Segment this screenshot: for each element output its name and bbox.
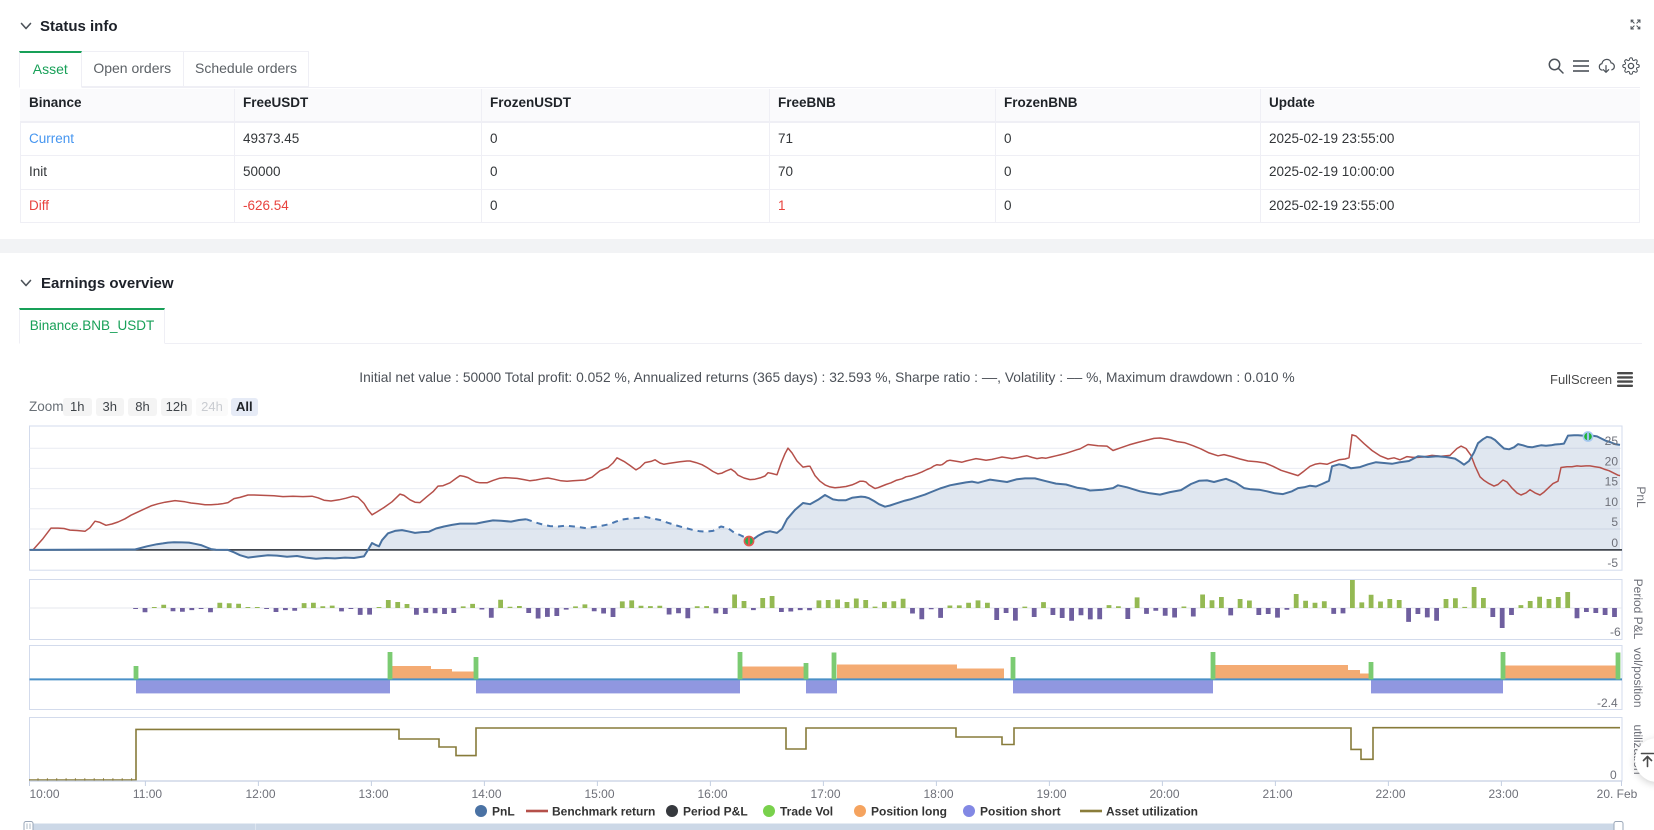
- svg-text:23:00: 23:00: [1488, 787, 1518, 801]
- svg-text:19:00: 19:00: [1036, 787, 1066, 801]
- svg-text:0: 0: [1611, 536, 1618, 550]
- svg-text:14:00: 14:00: [471, 787, 501, 801]
- svg-text:Period P&L: Period P&L: [1631, 579, 1645, 640]
- svg-text:20:00: 20:00: [1149, 787, 1179, 801]
- svg-text:PnL: PnL: [492, 805, 515, 819]
- svg-text:20: 20: [1605, 454, 1619, 468]
- svg-text:Benchmark return: Benchmark return: [552, 805, 655, 819]
- svg-text:12:00: 12:00: [245, 787, 275, 801]
- svg-text:Position long: Position long: [871, 805, 947, 819]
- svg-text:15: 15: [1605, 475, 1619, 489]
- svg-text:PnL: PnL: [1634, 486, 1648, 508]
- svg-text:Position short: Position short: [980, 805, 1061, 819]
- svg-text:-6: -6: [1610, 625, 1621, 639]
- svg-text:20. Feb: 20. Feb: [1597, 787, 1638, 801]
- svg-text:15:00: 15:00: [584, 787, 614, 801]
- svg-text:Asset utilization: Asset utilization: [1106, 805, 1198, 819]
- svg-text:vol/position: vol/position: [1631, 647, 1645, 707]
- svg-text:-5: -5: [1607, 556, 1618, 570]
- svg-text:Period P&L: Period P&L: [683, 805, 748, 819]
- svg-text:17:00: 17:00: [810, 787, 840, 801]
- svg-text:13:00: 13:00: [358, 787, 388, 801]
- svg-text:0: 0: [1610, 768, 1617, 782]
- svg-text:Trade Vol: Trade Vol: [780, 805, 833, 819]
- svg-text:5: 5: [1611, 515, 1618, 529]
- svg-text:-2.4: -2.4: [1597, 696, 1618, 710]
- svg-text:10:00: 10:00: [29, 787, 59, 801]
- svg-text:11:00: 11:00: [133, 787, 162, 801]
- svg-text:10: 10: [1605, 495, 1619, 509]
- svg-text:25: 25: [1605, 434, 1619, 448]
- svg-text:21:00: 21:00: [1262, 787, 1292, 801]
- svg-text:18:00: 18:00: [923, 787, 953, 801]
- svg-text:16:00: 16:00: [697, 787, 727, 801]
- svg-text:22:00: 22:00: [1375, 787, 1405, 801]
